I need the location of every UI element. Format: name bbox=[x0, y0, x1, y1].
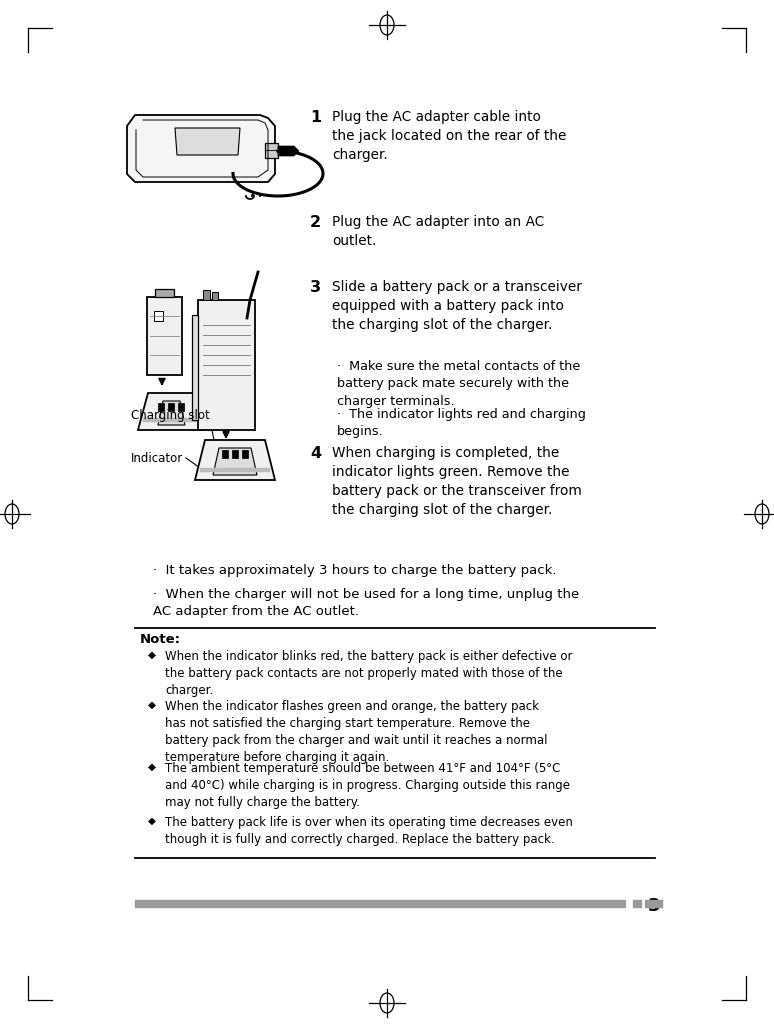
Text: ·  It takes approximately 3 hours to charge the battery pack.: · It takes approximately 3 hours to char… bbox=[153, 564, 557, 577]
Text: ◆: ◆ bbox=[148, 650, 156, 660]
Text: 2: 2 bbox=[310, 215, 321, 230]
Polygon shape bbox=[278, 146, 299, 156]
Polygon shape bbox=[147, 297, 182, 375]
Text: 3: 3 bbox=[648, 897, 660, 915]
Polygon shape bbox=[242, 450, 248, 458]
Polygon shape bbox=[200, 468, 270, 472]
Polygon shape bbox=[175, 128, 240, 155]
Polygon shape bbox=[155, 289, 174, 297]
Polygon shape bbox=[154, 311, 163, 321]
Text: The battery pack life is over when its operating time decreases even
though it i: The battery pack life is over when its o… bbox=[165, 816, 573, 846]
Text: Note:: Note: bbox=[140, 633, 181, 646]
Polygon shape bbox=[265, 143, 278, 158]
Polygon shape bbox=[212, 292, 218, 300]
Text: ◆: ◆ bbox=[148, 762, 156, 772]
Text: Plug the AC adapter cable into
the jack located on the rear of the
charger.: Plug the AC adapter cable into the jack … bbox=[332, 110, 567, 161]
Text: 4: 4 bbox=[310, 446, 321, 461]
Text: ◆: ◆ bbox=[148, 700, 156, 710]
Polygon shape bbox=[158, 401, 185, 425]
Text: When the indicator blinks red, the battery pack is either defective or
the batte: When the indicator blinks red, the batte… bbox=[165, 650, 573, 697]
Text: Slide a battery pack or a transceiver
equipped with a battery pack into
the char: Slide a battery pack or a transceiver eq… bbox=[332, 280, 582, 332]
Polygon shape bbox=[158, 403, 164, 411]
Text: Plug the AC adapter into an AC
outlet.: Plug the AC adapter into an AC outlet. bbox=[332, 215, 544, 248]
Polygon shape bbox=[127, 115, 275, 182]
Polygon shape bbox=[203, 290, 210, 300]
Bar bbox=[633, 900, 641, 907]
Polygon shape bbox=[192, 315, 198, 420]
Polygon shape bbox=[178, 403, 184, 411]
Text: ·  The indicator lights red and charging
begins.: · The indicator lights red and charging … bbox=[337, 408, 586, 439]
Text: Indicator: Indicator bbox=[131, 451, 183, 465]
Text: When the indicator flashes green and orange, the battery pack
has not satisfied : When the indicator flashes green and ora… bbox=[165, 700, 547, 764]
Polygon shape bbox=[232, 450, 238, 458]
Text: ·  Make sure the metal contacts of the
battery pack mate securely with the
charg: · Make sure the metal contacts of the ba… bbox=[337, 360, 580, 408]
Polygon shape bbox=[168, 403, 174, 411]
Text: The ambient temperature should be between 41°F and 104°F (5°C
and 40°C) while ch: The ambient temperature should be betwee… bbox=[165, 762, 570, 809]
Text: When charging is completed, the
indicator lights green. Remove the
battery pack : When charging is completed, the indicato… bbox=[332, 446, 582, 517]
Polygon shape bbox=[198, 300, 255, 430]
Polygon shape bbox=[213, 448, 257, 475]
Polygon shape bbox=[222, 450, 228, 458]
Text: 1: 1 bbox=[310, 110, 321, 125]
Text: ◆: ◆ bbox=[148, 816, 156, 827]
Text: 3: 3 bbox=[310, 280, 321, 295]
Polygon shape bbox=[138, 393, 205, 430]
Text: Charging slot: Charging slot bbox=[131, 408, 210, 421]
Polygon shape bbox=[195, 440, 275, 480]
Text: ·  When the charger will not be used for a long time, unplug the
AC adapter from: · When the charger will not be used for … bbox=[153, 588, 579, 619]
Polygon shape bbox=[143, 418, 200, 423]
Bar bbox=[645, 900, 662, 907]
Bar bbox=[135, 900, 625, 907]
